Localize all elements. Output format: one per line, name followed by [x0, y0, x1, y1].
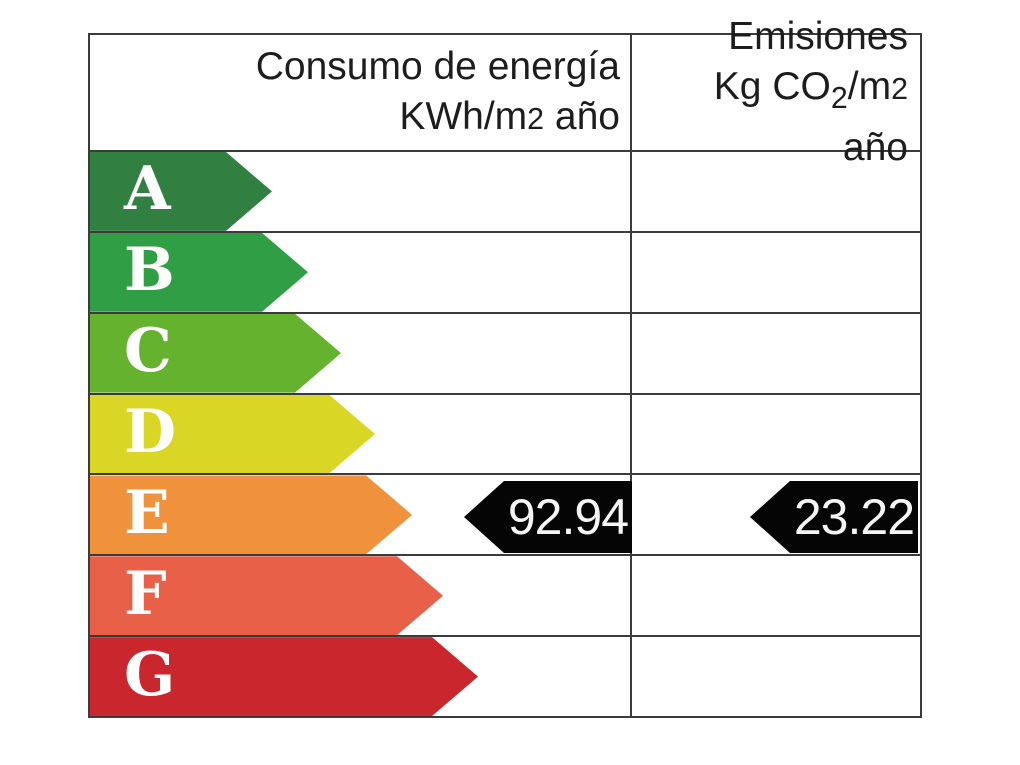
- emisiones-co2-subscript: 2: [830, 80, 848, 115]
- energy-label-table-inner: Consumo de energía KWh/m2 año Emisiones …: [90, 15, 920, 716]
- rating-arrow-c: C: [90, 314, 341, 393]
- emisiones-unit-exponent: 2: [891, 72, 908, 107]
- rating-letter-c: C: [124, 316, 172, 387]
- emisiones-unit-suffix: año: [842, 125, 908, 169]
- consumo-column-header: Consumo de energía KWh/m2 año: [90, 35, 632, 150]
- rating-row-d: D: [90, 392, 920, 474]
- rating-arrow-e: E: [90, 475, 412, 554]
- emisiones-value: 23.22: [793, 489, 915, 545]
- rating-row-g: G: [90, 635, 920, 716]
- rating-arrow-d: D: [90, 395, 375, 474]
- emisiones-indicator-arrow: 23.22: [750, 481, 918, 553]
- emisiones-unit-mid: /m: [847, 65, 892, 109]
- emisiones-header-line1: Emisiones: [728, 15, 908, 59]
- rating-letter-d: D: [124, 397, 177, 467]
- consumo-unit-prefix: KWh/m: [399, 94, 528, 138]
- energy-label-table: Consumo de energía KWh/m2 año Emisiones …: [88, 15, 922, 718]
- rating-letter-e: E: [124, 477, 170, 548]
- rating-arrow-b: B: [90, 233, 308, 312]
- column-divider: [630, 35, 632, 716]
- rating-arrow-g: G: [90, 637, 478, 716]
- rating-arrow-f: F: [90, 556, 443, 635]
- rating-letter-b: B: [124, 235, 175, 306]
- rating-row-c: C: [90, 311, 920, 393]
- rating-row-a: A: [90, 152, 920, 231]
- rating-row-b: B: [90, 230, 920, 312]
- consumo-unit-exponent: 2: [527, 101, 545, 136]
- consumo-value: 92.94: [507, 489, 629, 545]
- emisiones-header-line2: Kg CO2/m2 año: [640, 62, 908, 173]
- rating-arrow-a: A: [90, 152, 272, 231]
- consumo-indicator-arrow: 92.94: [464, 481, 632, 553]
- rating-row-e: E: [90, 473, 920, 554]
- emisiones-unit-prefix: Kg CO: [713, 65, 831, 109]
- rating-row-f: F: [90, 554, 920, 635]
- rating-letter-a: A: [124, 154, 171, 225]
- rating-scale: A B C D E: [90, 152, 920, 716]
- rating-letter-f: F: [124, 558, 167, 629]
- consumo-unit-suffix: año: [544, 94, 620, 138]
- emisiones-column-header: Emisiones Kg CO2/m2 año: [632, 15, 920, 169]
- table-header: Consumo de energía KWh/m2 año Emisiones …: [90, 15, 920, 169]
- consumo-header-line2: KWh/m2 año: [90, 92, 620, 144]
- consumo-header-line1: Consumo de energía: [255, 44, 620, 88]
- rating-letter-g: G: [124, 639, 176, 710]
